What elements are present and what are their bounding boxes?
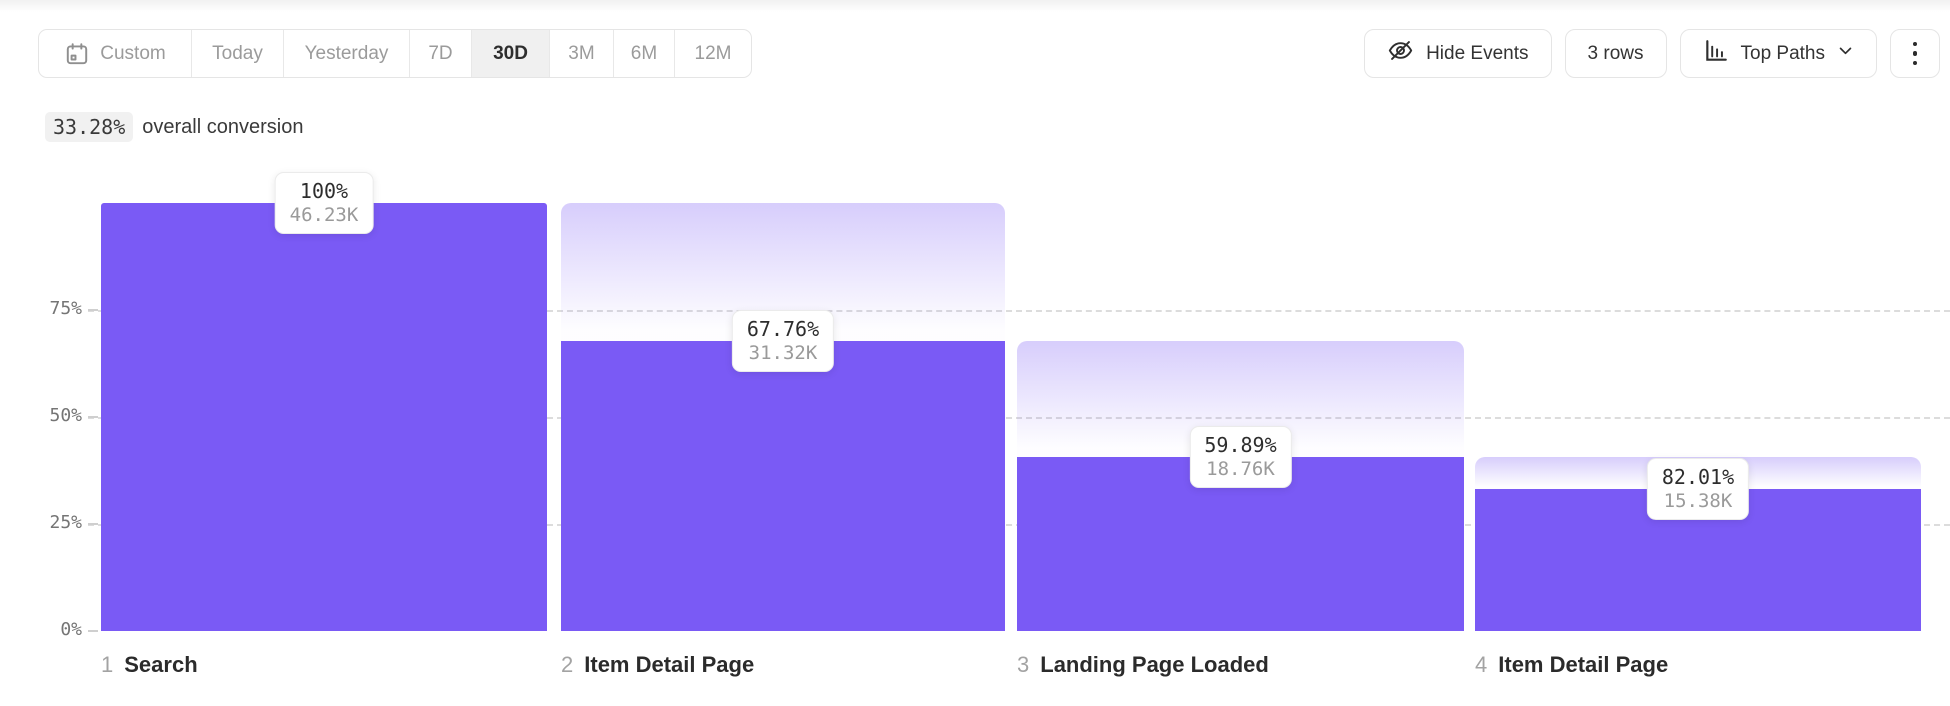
step-number: 2 <box>561 652 574 677</box>
date-range-label: 12M <box>694 42 732 64</box>
rows-label: 3 rows <box>1587 42 1644 64</box>
histogram-icon <box>1703 38 1729 70</box>
date-range-label: 30D <box>493 42 528 64</box>
step-conversion-percent: 67.76% <box>746 316 820 341</box>
step-label: 3 Landing Page Loaded <box>1017 652 1269 678</box>
step-name: Item Detail Page <box>584 652 755 677</box>
date-range-12m[interactable]: 12M <box>674 30 751 77</box>
conversion-tooltip: 59.89% 18.76K <box>1189 426 1292 489</box>
funnel-step-column: 100% 46.23K <box>101 172 547 631</box>
date-range-yesterday[interactable]: Yesterday <box>283 30 409 77</box>
date-range-label: Yesterday <box>304 42 389 64</box>
step-name: Search <box>124 652 198 677</box>
hide-events-label: Hide Events <box>1426 42 1529 64</box>
funnel-step-column: 82.01% 15.38K <box>1475 203 1921 631</box>
gridline-75 <box>88 310 1950 312</box>
conversion-tooltip: 100% 46.23K <box>274 172 374 234</box>
y-axis-tick-label: 0% <box>60 619 82 640</box>
step-number: 1 <box>101 652 114 677</box>
y-axis-tick-label: 75% <box>49 298 82 319</box>
overall-conversion-text: overall conversion <box>142 115 304 138</box>
top-paths-label: Top Paths <box>1740 42 1826 64</box>
rows-button[interactable]: 3 rows <box>1564 29 1667 78</box>
step-label: 2 Item Detail Page <box>561 652 754 678</box>
more-options-button[interactable] <box>1890 29 1940 78</box>
date-range-label: 7D <box>428 42 453 64</box>
step-name: Landing Page Loaded <box>1040 652 1269 677</box>
funnel-step-column: 59.89% 18.76K <box>1017 203 1464 631</box>
y-axis-tick-mark <box>88 416 98 418</box>
conversion-tooltip: 82.01% 15.38K <box>1646 457 1750 520</box>
date-range-label: Today <box>212 42 263 64</box>
date-range-7d[interactable]: 7D <box>409 30 471 77</box>
date-range-label: 3M <box>568 42 595 64</box>
funnel-bar-step-1[interactable] <box>101 203 547 631</box>
step-conversion-percent: 59.89% <box>1204 433 1277 458</box>
gridline-50 <box>88 417 1950 419</box>
step-label: 4 Item Detail Page <box>1475 652 1668 678</box>
date-range-segmented-control: Custom Today Yesterday 7D 30D 3M 6M 12M <box>38 29 752 78</box>
date-range-custom[interactable]: Custom <box>39 30 191 77</box>
y-axis-tick-mark <box>88 630 98 632</box>
step-conversion-percent: 82.01% <box>1661 464 1735 489</box>
step-label: 1 Search <box>101 652 198 678</box>
calendar-icon <box>64 41 90 67</box>
step-number: 4 <box>1475 652 1488 677</box>
y-axis-tick-label: 25% <box>49 512 82 533</box>
step-count: 18.76K <box>1206 458 1275 481</box>
top-paths-dropdown[interactable]: Top Paths <box>1679 29 1877 78</box>
chevron-down-icon <box>1837 42 1854 65</box>
y-axis-tick-mark <box>88 523 98 525</box>
overall-conversion-value: 33.28% <box>45 112 134 142</box>
date-range-label: 6M <box>630 42 658 64</box>
date-range-3m[interactable]: 3M <box>549 30 613 77</box>
date-range-label: Custom <box>100 42 166 64</box>
funnel-bar-step-2[interactable] <box>561 341 1005 631</box>
step-conversion-percent: 100% <box>299 179 349 203</box>
step-name: Item Detail Page <box>1498 652 1669 677</box>
date-range-today[interactable]: Today <box>191 30 283 77</box>
top-shadow-divider <box>0 0 1950 12</box>
y-axis-tick-mark <box>88 309 98 311</box>
y-axis-tick-label: 50% <box>49 405 82 426</box>
kebab-menu-icon <box>1912 41 1918 66</box>
eye-off-icon <box>1387 37 1414 70</box>
date-range-30d[interactable]: 30D <box>471 30 549 77</box>
conversion-tooltip: 67.76% 31.32K <box>731 309 835 372</box>
toolbar-right: Hide Events 3 rows Top Paths <box>1364 29 1940 78</box>
funnel-step-column: 67.76% 31.32K <box>561 203 1005 631</box>
step-count: 31.32K <box>748 341 818 364</box>
step-count: 15.38K <box>1663 489 1733 512</box>
overall-conversion-summary: 33.28% overall conversion <box>45 112 303 142</box>
hide-events-button[interactable]: Hide Events <box>1364 29 1552 78</box>
date-range-6m[interactable]: 6M <box>613 30 674 77</box>
step-count: 46.23K <box>289 204 359 226</box>
step-number: 3 <box>1017 652 1030 677</box>
